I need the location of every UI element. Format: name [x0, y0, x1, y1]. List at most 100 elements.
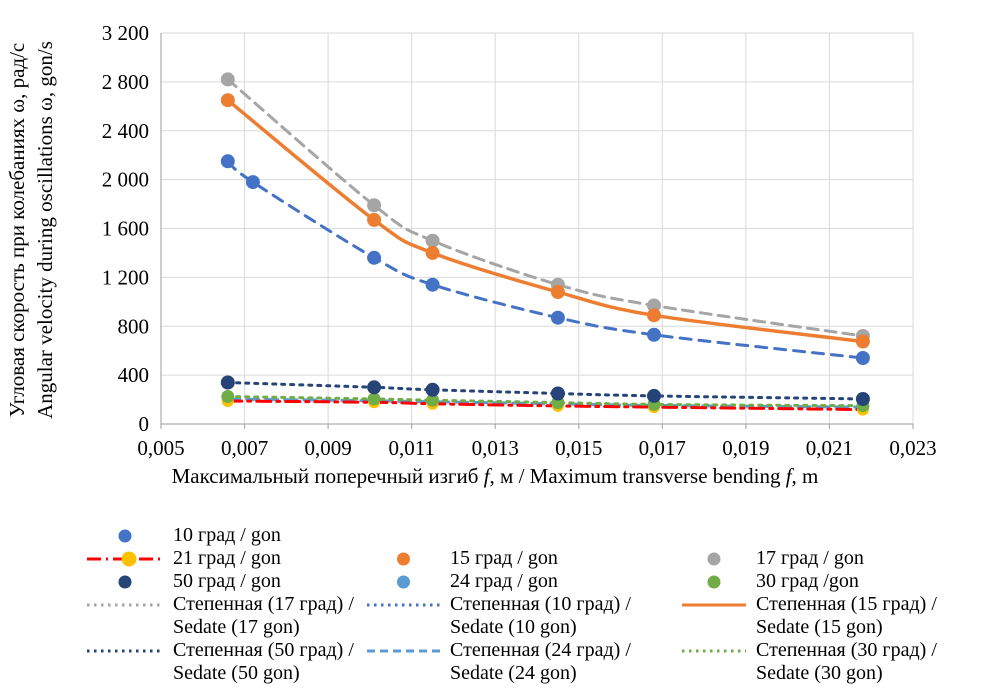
trend-lines: [226, 77, 865, 412]
legend-item-15-grad: 15 град / gon: [365, 547, 631, 570]
data-point-15: [367, 212, 382, 227]
x-axis-labels: 0,005 0,007 0,009 0,011 0,013 0,015 0,017 0,019…: [137, 436, 936, 460]
legend-label: 17 град / gon: [756, 547, 864, 569]
legend-label: 30 град /gon: [756, 570, 859, 592]
x-tick-label: 0,017: [639, 436, 686, 460]
legend-dot-icon: [118, 575, 132, 588]
legend-column-3: 17 град / gon 30 град /gon Степенная (15 г…: [680, 524, 937, 685]
legend-label: 50 град / gon: [173, 570, 281, 592]
data-point-15: [425, 245, 440, 260]
data-point-17: [220, 72, 235, 87]
y-axis-labels: 0 400 800 1 200 1 600 2 000 2 400 2 800 3 200: [102, 21, 149, 436]
legend-label: Степенная (10 град) / Sedate (10 gon): [450, 593, 631, 638]
legend-line-icon: [367, 649, 440, 653]
data-point-10: [550, 310, 565, 325]
legend-item-sedate-30: Степенная (30 град) / Sedate (30 gon): [680, 639, 937, 685]
y-tick-label: 2 000: [102, 168, 149, 192]
legend-label: Степенная (50 град) / Sedate (50 gon): [173, 639, 354, 684]
legend-dot-icon: [118, 529, 132, 542]
y-tick-label: 3 200: [102, 21, 149, 45]
legend-line-icon: [682, 603, 746, 607]
legend-item-21-grad: 21 град / gon: [85, 547, 354, 570]
y-tick-label: 2 400: [102, 119, 149, 143]
legend-line-icon: [87, 603, 163, 607]
data-point-10: [245, 175, 260, 190]
data-points: [220, 72, 870, 416]
data-point-10: [367, 250, 382, 265]
legend-dot-icon: [397, 575, 410, 588]
data-point-30: [426, 393, 440, 407]
data-point-15: [647, 308, 661, 323]
data-point-10: [855, 351, 870, 365]
legend-label: Степенная (15 град) / Sedate (15 gon): [756, 593, 937, 638]
data-point-50: [425, 382, 440, 397]
trend-line-30: [226, 395, 865, 408]
legend-column-2: 15 град / gon 24 град / gon Степенная (10 …: [365, 524, 631, 685]
legend-item-50-grad: 50 град / gon: [85, 570, 354, 593]
data-point-15: [550, 285, 565, 299]
legend-item-30-grad: 30 град /gon: [680, 570, 937, 593]
data-point-17: [647, 298, 661, 313]
data-point-10: [647, 327, 661, 342]
legend-item-sedate-10: Степенная (10 град) / Sedate (10 gon): [365, 593, 631, 639]
trend-line-50: [226, 381, 865, 401]
legend-line-icon: [682, 649, 746, 653]
legend-spacer: [680, 524, 937, 547]
x-tick-label: 0,021: [806, 436, 853, 460]
legend-line-icon: [87, 551, 163, 566]
data-point-30: [367, 392, 381, 406]
y-axis-title-en: Angular velocity during oscillations ω, …: [33, 41, 57, 419]
legend-spacer: [365, 524, 631, 547]
data-point-15: [220, 93, 235, 108]
legend-dot-icon: [707, 552, 721, 565]
trend-line-10: [226, 159, 865, 360]
chart-legend: 10 град / gon 21 град / gon 50 град / gon С…: [0, 524, 990, 697]
trend-line-17: [226, 77, 865, 338]
data-point-15: [855, 334, 870, 349]
x-tick-label: 0,023: [889, 436, 936, 460]
legend-label: 21 град / gon: [173, 547, 281, 569]
trend-line-15: [226, 98, 865, 344]
x-tick-label: 0,019: [722, 436, 769, 460]
data-point-50: [220, 375, 235, 390]
x-axis-title-text: , m: [791, 464, 819, 488]
x-tick-label: 0,015: [555, 436, 602, 460]
data-point-17: [425, 233, 440, 248]
y-tick-label: 400: [118, 363, 150, 387]
x-tick-label: 0,005: [137, 436, 184, 460]
y-tick-label: 1 200: [102, 265, 149, 289]
plot-area: 0 400 800 1 200 1 600 2 000 2 400 2 800 3 200 0,0…: [102, 21, 937, 460]
legend-dot-icon: [397, 552, 410, 565]
legend-line-icon: [87, 649, 163, 653]
x-tick-label: 0,011: [388, 436, 434, 460]
x-tick-label: 0,013: [472, 436, 519, 460]
x-axis-title-text: Максимальный поперечный изгиб: [171, 464, 484, 488]
y-axis-title-ru: Угловая скорость при колебаниях ω, рад/с: [5, 42, 29, 418]
data-point-10: [425, 277, 440, 292]
legend-dot-icon: [707, 575, 721, 588]
x-tick-label: 0,007: [221, 436, 268, 460]
legend-column-1: 10 град / gon 21 град / gon 50 град / gon С…: [85, 524, 354, 685]
legend-item-sedate-17: Степенная (17 град) / Sedate (17 gon): [85, 593, 354, 639]
data-point-50: [647, 388, 661, 403]
axes: [160, 33, 914, 429]
legend-label: 24 град / gon: [450, 570, 558, 592]
data-point-50: [367, 380, 382, 395]
y-tick-label: 800: [118, 314, 150, 338]
data-point-30: [221, 390, 235, 403]
legend-line-icon: [367, 603, 440, 607]
data-point-50: [550, 386, 565, 401]
legend-label: Степенная (30 град) / Sedate (30 gon): [756, 639, 937, 684]
data-point-17: [367, 198, 382, 213]
y-axis-title: Угловая скорость при колебаниях ω, рад/с…: [3, 0, 63, 465]
legend-item-17-grad: 17 град / gon: [680, 547, 937, 570]
legend-item-sedate-24: Степенная (24 град) / Sedate (24 gon): [365, 639, 631, 685]
legend-item-sedate-15: Степенная (15 град) / Sedate (15 gon): [680, 593, 937, 639]
legend-label: Степенная (17 град) / Sedate (17 gon): [173, 593, 354, 638]
gridlines: [160, 32, 914, 425]
legend-label: 10 град / gon: [173, 524, 281, 546]
y-tick-label: 1 600: [102, 217, 149, 241]
legend-label: Степенная (24 град) / Sedate (24 gon): [450, 639, 631, 684]
y-tick-label: 0: [139, 412, 150, 436]
